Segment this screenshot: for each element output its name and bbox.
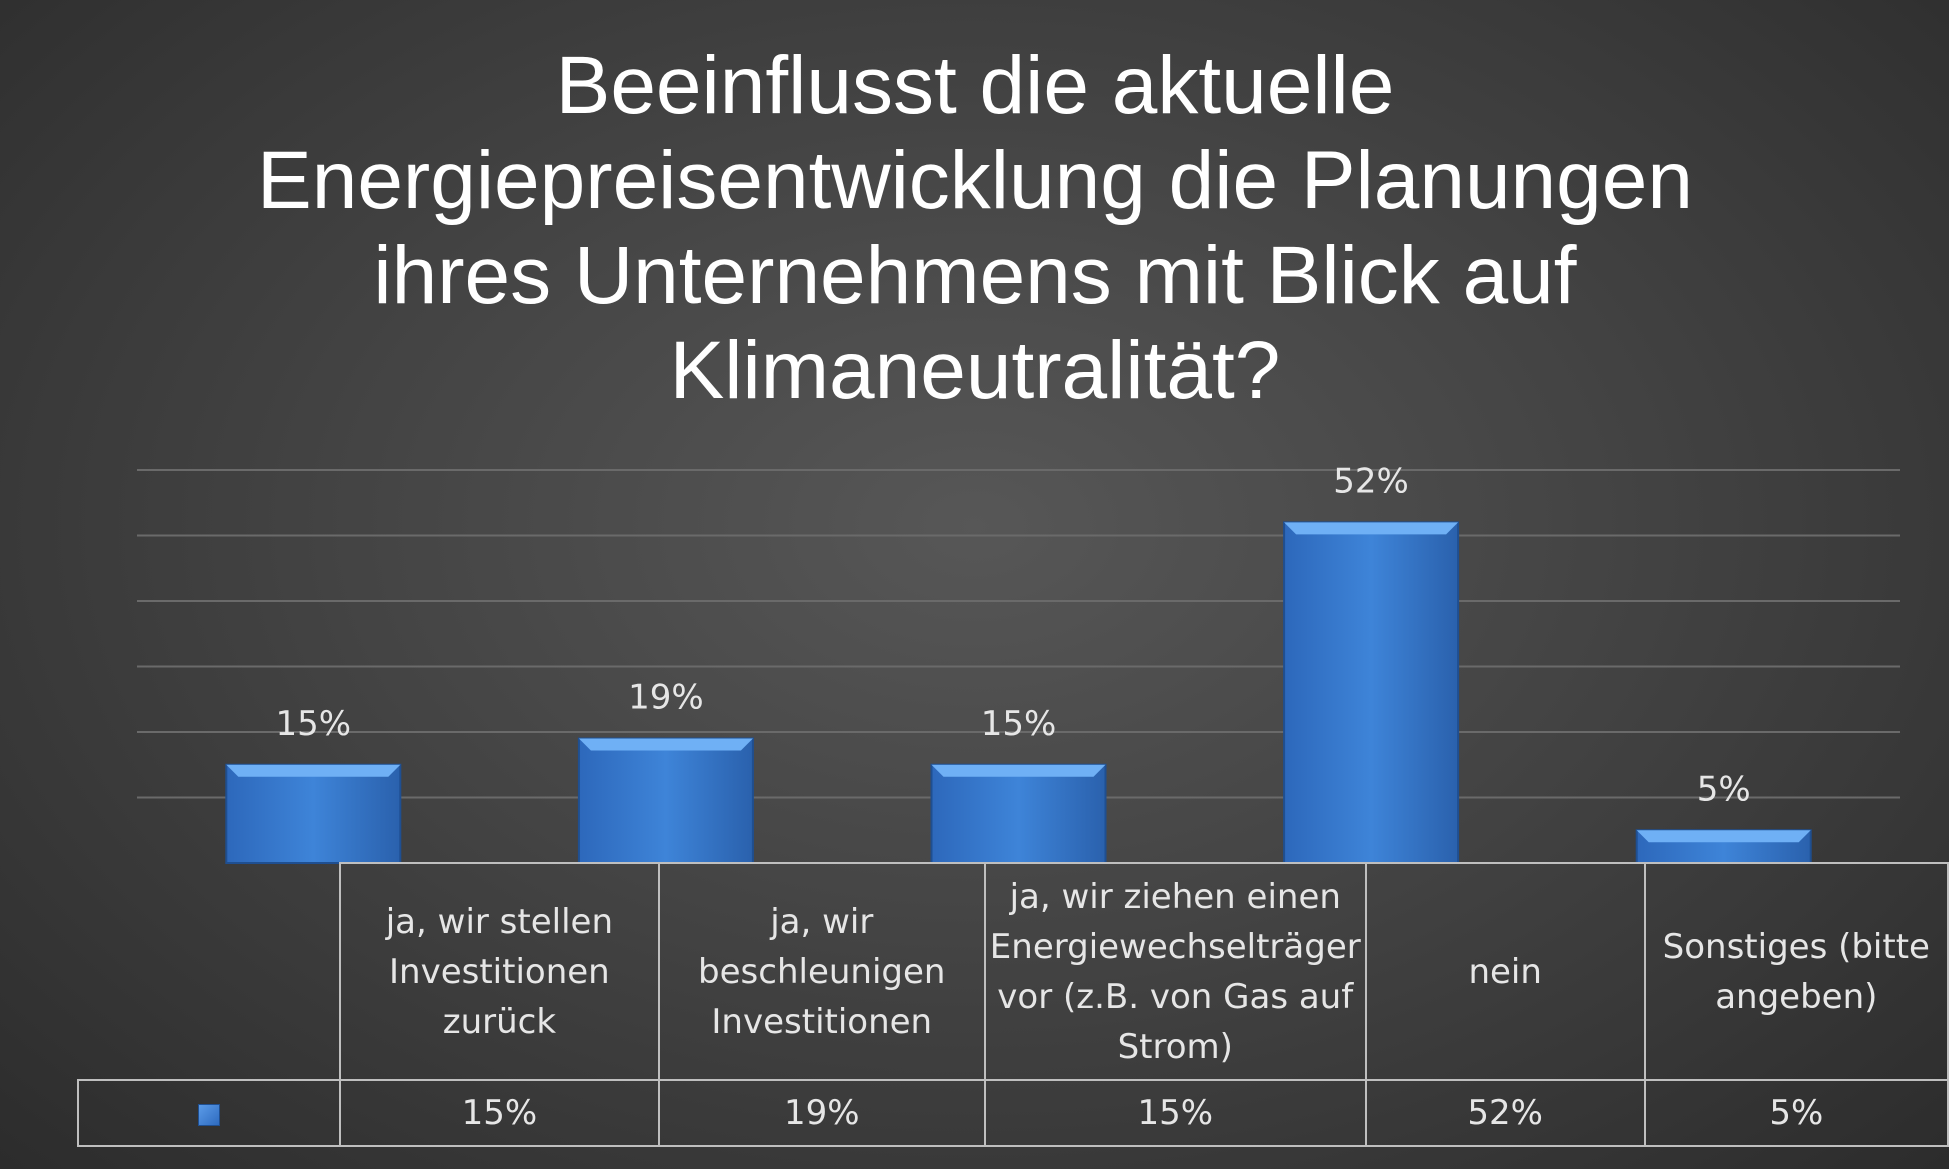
table-corner (78, 863, 342, 1081)
category-label: Sonstiges (bitte angeben) (1643, 862, 1949, 1081)
data-table: ja, wir stellen Investitionen zurück ja,… (76, 862, 1949, 1147)
bars (225, 521, 1812, 865)
legend-key-icon (198, 1103, 220, 1126)
chart-title: Beeinflusst die aktuelle Energiepreisent… (257, 40, 1693, 416)
data-labels: 15% 19% 15% 52% 5% (276, 461, 1751, 809)
data-label: 15% (276, 704, 352, 744)
value-row: 15% 19% 15% 52% 5% (76, 1079, 1949, 1147)
bar-bevel (578, 738, 753, 751)
category-label: ja, wir ziehen einen Energiewechselträge… (983, 862, 1367, 1081)
table-value: 52% (1364, 1079, 1646, 1147)
bar-bevel (1284, 522, 1459, 535)
bar-bevel (1636, 830, 1811, 843)
legend-key-cell (76, 1079, 342, 1147)
data-label: 52% (1333, 461, 1409, 501)
data-label: 19% (628, 678, 704, 718)
bar-body (930, 763, 1107, 864)
table-value: 15% (983, 1079, 1367, 1147)
table-value: 15% (339, 1079, 660, 1147)
data-label: 5% (1697, 769, 1751, 809)
category-label: ja, wir stellen Investitionen zurück (339, 862, 660, 1081)
bar (1635, 829, 1812, 864)
gridlines (137, 469, 1900, 799)
bar-bevel (931, 764, 1106, 777)
category-label: ja, wir beschleunigen Investitionen (657, 862, 986, 1081)
bar-body (1283, 521, 1460, 865)
bar-body (577, 737, 754, 864)
bar (930, 763, 1107, 864)
bar (577, 737, 754, 864)
bar-bevel (226, 764, 401, 777)
bar (1283, 521, 1460, 865)
category-label: nein (1364, 862, 1646, 1081)
category-row: ja, wir stellen Investitionen zurück ja,… (78, 862, 1949, 1081)
data-label: 15% (981, 704, 1057, 744)
bar-body (225, 763, 402, 864)
table-value: 19% (657, 1079, 986, 1147)
table-value: 5% (1643, 1079, 1949, 1147)
bar (225, 763, 402, 864)
